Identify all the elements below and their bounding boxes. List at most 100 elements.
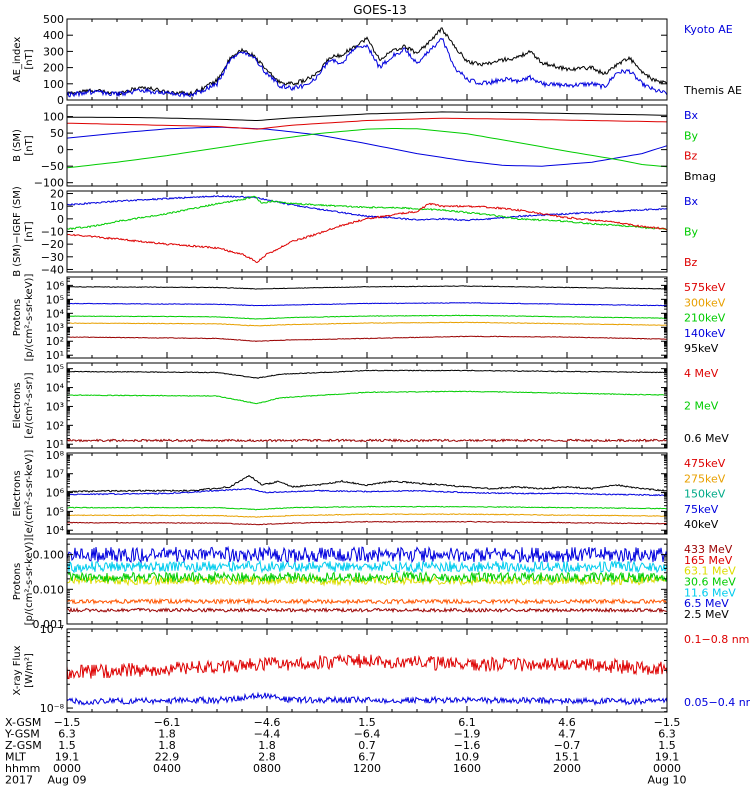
y-tick-label: 0 <box>57 144 64 157</box>
y-axis-label: [nT] <box>24 49 35 69</box>
y-tick-label: 10² <box>46 335 64 348</box>
panel-frame <box>66 104 668 187</box>
orbit-value: 0400 <box>153 762 181 775</box>
series-protons_mev-6-5-mev <box>67 545 667 564</box>
orbit-value: −1.6 <box>454 739 481 752</box>
orbit-value: 6.3 <box>658 728 676 741</box>
y-axis-label: [W/m²] <box>24 653 35 688</box>
y-tick-label: 100 <box>43 111 64 124</box>
y-axis-label: B (SM) <box>12 129 23 162</box>
y-tick-label: 10³ <box>46 400 64 413</box>
series-bigrf-bz <box>67 202 667 264</box>
panel-frame <box>66 190 668 273</box>
plot-title: GOES-13 <box>353 3 407 17</box>
orbit-value: 6.7 <box>358 751 376 764</box>
y-tick-label: 10⁵ <box>46 293 64 306</box>
orbit-value: 6.1 <box>458 716 476 729</box>
series-xray-0-05-0-4-nm <box>67 691 667 706</box>
y-tick-label: 50 <box>50 127 64 140</box>
legend-entry: 0.6 MeV <box>684 432 729 445</box>
series-protons_mev-30-6-mev <box>67 570 667 584</box>
series-protons_kev-575kev <box>67 335 667 342</box>
y-tick-label: 10¹ <box>46 438 64 451</box>
orbit-value: −1.5 <box>54 716 81 729</box>
series-bsm-bz <box>67 117 667 130</box>
y-tick-label: 0.100 <box>33 549 65 562</box>
series-electrons_kev-40kev <box>67 474 667 494</box>
panel-electrons_mev: 10¹ 10² 10³ 10⁴ 10⁵ Electrons [e/(cm²-s-sr)] 4 … <box>12 362 729 451</box>
series-electrons_mev-4-mev <box>67 438 667 443</box>
y-axis-label: AE_index <box>12 37 23 83</box>
y-tick-label: −30 <box>41 251 64 264</box>
series-protons_kev-95kev <box>67 285 667 290</box>
series-bsm-bmag <box>67 111 667 122</box>
y-axis-label: X-ray Flux <box>12 645 23 695</box>
orbit-value: 1200 <box>353 762 381 775</box>
legend-entry: 2 MeV <box>684 400 719 413</box>
series-protons_kev-300kev <box>67 321 667 327</box>
y-tick-label: 10⁷ <box>46 468 64 481</box>
y-tick-label: 10⁶ <box>46 279 65 292</box>
panel-electrons_kev: 10⁴ 10⁵ 10⁶ 10⁷ 10⁸ Electrons [e/(cm²-s-sr-keV… <box>12 449 726 537</box>
y-tick-label: 200 <box>43 62 64 75</box>
orbit-value: −4.6 <box>254 716 281 729</box>
legend-entry: 40keV <box>684 518 719 531</box>
y-tick-label: 100 <box>43 78 64 91</box>
y-axis-label: Protons <box>12 299 23 336</box>
series-protons_mev-165-mev <box>67 597 667 606</box>
series-electrons_kev-75kev <box>67 487 667 497</box>
legend-entry: Kyoto AE <box>684 23 733 36</box>
legend-entry: 433 MeV <box>684 543 733 556</box>
panel-frame <box>66 276 668 359</box>
orbit-value: 0000 <box>53 762 81 775</box>
legend-entry: 63.1 MeV <box>684 565 736 578</box>
legend-entry: Bz <box>684 256 698 269</box>
orbit-value: 22.9 <box>155 751 180 764</box>
y-axis-label: [nT] <box>24 135 35 155</box>
orbit-row-label: hhmm <box>5 762 40 775</box>
orbit-row-label: Y-GSM <box>4 728 40 741</box>
y-tick-label: 10² <box>46 419 64 432</box>
series-protons_mev-11-6-mev <box>67 559 667 574</box>
orbit-row-label: Z-GSM <box>5 739 42 752</box>
y-tick-label: 10⁵ <box>46 363 64 376</box>
orbit-row-label: X-GSM <box>5 716 41 729</box>
orbit-value: 2.8 <box>258 751 276 764</box>
y-axis-label: [e/(cm²-s-sr)] <box>24 372 35 438</box>
y-axis-label: Electrons <box>12 382 23 428</box>
orbit-value: −6.1 <box>154 716 181 729</box>
legend-entry: 575keV <box>684 281 726 294</box>
y-tick-label: −10 <box>41 226 64 239</box>
legend-entry: 6.5 MeV <box>684 597 729 610</box>
orbit-value: −4.4 <box>254 728 281 741</box>
y-tick-label: 10¹ <box>46 349 64 362</box>
orbit-value: −1.5 <box>654 716 681 729</box>
y-tick-label: 0 <box>57 213 64 226</box>
legend-entry: 11.6 MeV <box>684 586 736 599</box>
y-tick-label: 10⁴ <box>46 307 65 320</box>
orbit-value: 6.3 <box>58 728 76 741</box>
y-tick-label: 10⁴ <box>46 382 65 395</box>
y-axis-label: Electrons <box>12 470 23 516</box>
panel-ae: 0 100 200 300 400 500 AE_index [nT] Kyoto AE Them… <box>12 13 742 107</box>
legend-entry: 30.6 MeV <box>684 576 736 589</box>
series-ae-kyoto-ae <box>67 37 667 98</box>
orbit-value: 0000 <box>653 762 681 775</box>
legend-entry: 140keV <box>684 327 726 340</box>
y-tick-label: 500 <box>43 13 64 26</box>
y-axis-label: [p/(cm²-s-sr-keV)] <box>24 274 35 362</box>
legend-entry: Bx <box>684 109 699 122</box>
legend-entry: 0.1−0.8 nm <box>684 633 749 646</box>
series-ae-themis-ae <box>67 27 667 97</box>
y-tick-label: 0.010 <box>33 583 65 596</box>
orbit-value: 2000 <box>553 762 581 775</box>
orbit-value: 1.5 <box>658 739 676 752</box>
legend-entry: 0.05−0.4 nm <box>684 696 750 709</box>
legend-entry: 275keV <box>684 472 726 485</box>
legend-entry: 300keV <box>684 296 726 309</box>
y-tick-label: −50 <box>41 160 64 173</box>
legend-entry: 4 MeV <box>684 367 719 380</box>
